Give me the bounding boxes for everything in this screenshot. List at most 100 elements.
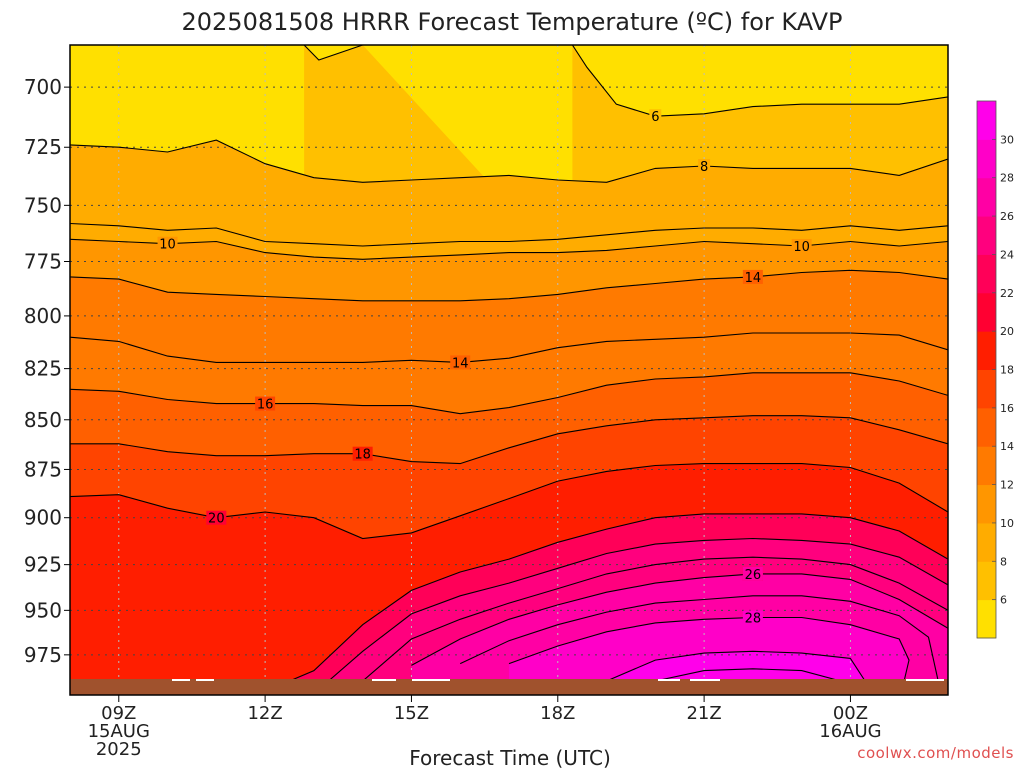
contour-label-bg-5 bbox=[742, 269, 763, 284]
contour-label-bg-8 bbox=[206, 510, 227, 525]
colorbar-tick-24: 24 bbox=[1000, 248, 1014, 261]
colorbar-swatch-13 bbox=[977, 101, 996, 140]
x-tick-18-0: 18Z bbox=[540, 703, 575, 724]
isotherm-12 bbox=[70, 372, 948, 415]
x-tick-9-1: 15AUG bbox=[88, 721, 150, 742]
y-tick-700: 700 bbox=[24, 75, 62, 99]
y-tick-975: 975 bbox=[24, 643, 62, 667]
x-tick-24-1: 16AUG bbox=[819, 721, 881, 742]
y-tick-800: 800 bbox=[24, 304, 62, 328]
isotherm-19 bbox=[459, 595, 939, 681]
contour-label-7: 18 bbox=[354, 448, 371, 463]
colorbar-swatch-2 bbox=[977, 522, 996, 562]
contour-label-bg-10 bbox=[742, 566, 763, 581]
contour-label-6: 16 bbox=[257, 398, 274, 413]
colorbar-tick-30: 30 bbox=[1000, 133, 1014, 146]
colorbar-swatch-6 bbox=[977, 369, 996, 409]
x-tick-12-0: 12Z bbox=[247, 703, 282, 724]
colorbar-tick-12: 12 bbox=[1000, 479, 1014, 492]
x-tick-15-0: 15Z bbox=[394, 703, 429, 724]
colorbar: 6 8 10 12 14 16 18 20 22 24 26 28 30 bbox=[976, 100, 1014, 639]
isotherm-7 bbox=[70, 139, 948, 183]
contour-label-3: 10 bbox=[793, 240, 810, 255]
contour-label-bg-3 bbox=[791, 238, 812, 253]
x-tick-9-2: 2025 bbox=[96, 739, 142, 760]
chart-title: 2025081508 HRRR Forecast Temperature (ºC… bbox=[181, 8, 842, 36]
ground-gap-1 bbox=[196, 679, 214, 681]
colorbar-tick-18: 18 bbox=[1000, 364, 1014, 377]
isotherm-22 bbox=[655, 668, 841, 681]
ground-gap-4 bbox=[658, 679, 680, 681]
y-tick-825: 825 bbox=[24, 357, 62, 381]
contour-label-bg-6 bbox=[255, 396, 276, 411]
y-tick-875: 875 bbox=[24, 457, 62, 481]
colorbar-tick-22: 22 bbox=[1000, 287, 1014, 300]
colorbar-swatch-10 bbox=[977, 216, 996, 255]
colorbar-tick-28: 28 bbox=[1000, 172, 1014, 185]
colorbar-swatch-11 bbox=[977, 177, 996, 217]
colorbar-tick-16: 16 bbox=[1000, 402, 1014, 415]
colorbar-swatch-4 bbox=[977, 446, 996, 486]
x-tick-24-0: 00Z bbox=[833, 703, 868, 724]
y-tick-750: 750 bbox=[24, 193, 62, 217]
isotherm-21 bbox=[606, 650, 866, 681]
colorbar-tick-8: 8 bbox=[1000, 555, 1007, 568]
isotherm-lines: 6810101414161820202628 bbox=[70, 45, 948, 681]
ground-gap-2 bbox=[372, 679, 396, 681]
isotherm-15 bbox=[289, 513, 948, 681]
x-axis-label: Forecast Time (UTC) bbox=[409, 746, 611, 768]
ground-bar bbox=[70, 679, 948, 695]
contour-label-1: 8 bbox=[700, 160, 708, 175]
colorbar-swatch-1 bbox=[977, 561, 996, 601]
ground-gap-3 bbox=[412, 679, 450, 681]
contour-label-bg-7 bbox=[352, 446, 373, 461]
contour-label-10: 26 bbox=[745, 568, 762, 583]
colorbar-tick-10: 10 bbox=[1000, 517, 1014, 530]
colorbar-swatch-3 bbox=[977, 484, 996, 524]
ground-gap-0 bbox=[172, 679, 190, 681]
contour-label-5: 14 bbox=[745, 271, 762, 286]
contour-label-4: 14 bbox=[452, 356, 469, 371]
x-tick-9-0: 09Z bbox=[101, 703, 136, 724]
isotherm-13 bbox=[70, 415, 948, 465]
colorbar-tick-26: 26 bbox=[1000, 210, 1014, 223]
credit-text: coolwx.com/models bbox=[857, 744, 1014, 762]
colorbar-swatch-8 bbox=[977, 292, 996, 332]
plot-frame bbox=[69, 44, 949, 696]
colorbar-tick-14: 14 bbox=[1000, 440, 1014, 453]
grid-lines bbox=[70, 45, 948, 681]
colorbar-swatch-0 bbox=[977, 599, 996, 639]
fill-band-22 bbox=[655, 668, 841, 681]
contour-label-2: 10 bbox=[159, 238, 176, 253]
y-tick-925: 925 bbox=[24, 553, 62, 577]
contour-label-bg-2 bbox=[157, 236, 178, 251]
contour-label-bg-11 bbox=[742, 610, 763, 625]
colorbar-tick-6: 6 bbox=[1000, 594, 1007, 607]
isotherm-18 bbox=[411, 573, 948, 666]
contour-label-bg-1 bbox=[698, 159, 711, 174]
y-tick-900: 900 bbox=[24, 506, 62, 530]
colorbar-swatch-5 bbox=[977, 407, 996, 447]
colorbar-tick-20: 20 bbox=[1000, 325, 1014, 338]
colorbar-swatch-9 bbox=[977, 254, 996, 294]
y-axis: 700 725 750 775 800 825 850 875 900 925 950 975 bbox=[24, 75, 70, 667]
contour-label-0: 6 bbox=[651, 110, 659, 125]
contour-label-8: 20 bbox=[208, 512, 225, 527]
ground-surface bbox=[70, 679, 948, 695]
contour-label-bg-0 bbox=[649, 109, 662, 124]
isotherm-5 bbox=[303, 45, 363, 61]
y-tick-725: 725 bbox=[24, 135, 62, 159]
isotherm-9 bbox=[70, 222, 948, 247]
colorbar-swatch-7 bbox=[977, 331, 996, 370]
isotherm-10 bbox=[70, 269, 948, 302]
ground-gap-6 bbox=[906, 679, 944, 681]
colorbar-swatch-12 bbox=[977, 139, 996, 179]
temperature-fill bbox=[70, 45, 948, 681]
contour-label-bg-4 bbox=[450, 355, 471, 370]
isotherm-6 bbox=[571, 45, 948, 117]
isotherm-17 bbox=[362, 556, 948, 681]
ground-gap-5 bbox=[690, 679, 720, 681]
y-tick-850: 850 bbox=[24, 408, 62, 432]
